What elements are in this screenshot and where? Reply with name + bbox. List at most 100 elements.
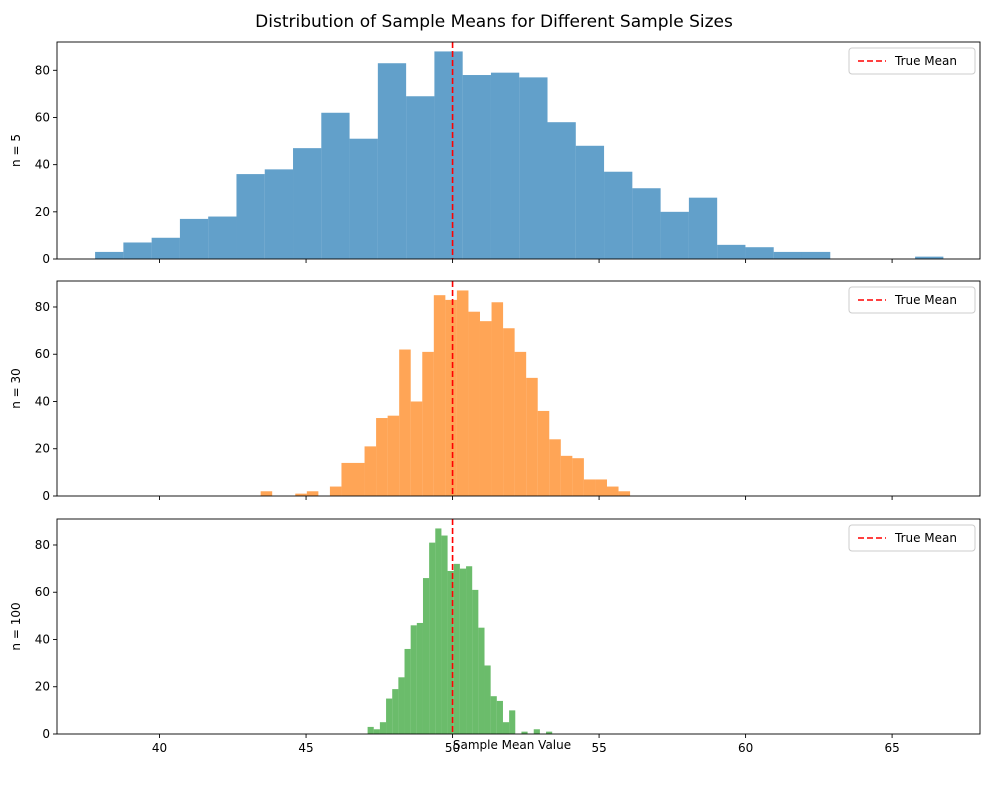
x-tick-label: 65 xyxy=(884,741,899,755)
histogram-bar xyxy=(604,171,633,259)
histogram-bar xyxy=(526,377,538,496)
histogram-bar xyxy=(435,528,442,734)
histogram-bar xyxy=(462,75,491,260)
histogram-bar xyxy=(514,351,527,496)
y-tick-label: 80 xyxy=(35,300,50,314)
histogram-bar xyxy=(575,145,605,259)
histogram-bar xyxy=(377,63,407,260)
histogram-bar xyxy=(502,722,510,734)
histogram-bar xyxy=(376,418,388,496)
histogram-bar xyxy=(445,299,457,496)
legend-box xyxy=(848,47,976,75)
subplot-3: 40 45 50 55 60 65 0 20 40 60 80 n = 100 True Mean xyxy=(9,518,981,755)
histogram-bar xyxy=(453,563,460,734)
histogram-bar xyxy=(329,486,342,496)
axes-frame xyxy=(56,280,981,497)
histogram-bar xyxy=(521,731,528,734)
x-tick-label: 40 xyxy=(152,741,167,755)
histogram-bar xyxy=(547,122,576,259)
histogram-bar xyxy=(915,256,944,259)
subplots: 0 20 40 60 80 n = 5 True Mean 0 20 40 60 80 n = 30 Tr… xyxy=(9,41,981,755)
axes-frame xyxy=(56,518,981,735)
y-axis-label: n = 5 xyxy=(9,134,23,167)
histogram-bar xyxy=(595,479,607,496)
histogram-bar xyxy=(295,493,307,496)
y-tick-label: 0 xyxy=(42,727,50,741)
legend-label: True Mean xyxy=(894,531,957,545)
histogram-bar xyxy=(490,696,497,734)
y-tick-label: 20 xyxy=(35,205,50,219)
histogram-bar xyxy=(422,351,434,496)
histogram-bar xyxy=(410,625,417,734)
histogram-bar xyxy=(151,237,180,259)
histogram-bar xyxy=(459,568,467,734)
x-axis-label: Sample Mean Value xyxy=(453,738,571,752)
histogram-bar xyxy=(480,321,492,496)
histogram-bar xyxy=(236,174,265,259)
y-tick-label: 40 xyxy=(35,158,50,172)
histogram-bar xyxy=(583,479,596,496)
histogram-bar xyxy=(466,566,473,734)
histogram-bar xyxy=(434,51,463,260)
histogram-bar xyxy=(404,648,411,734)
histogram-bar xyxy=(264,169,294,259)
histogram-bar xyxy=(349,138,378,259)
legend-box xyxy=(848,286,976,314)
legend: True Mean xyxy=(848,524,976,552)
histogram-bar xyxy=(392,689,399,734)
histogram-bar xyxy=(398,677,405,734)
histogram-bar xyxy=(373,729,380,734)
histogram-bar xyxy=(456,290,469,496)
histogram-bar xyxy=(422,578,430,734)
histogram-bar xyxy=(364,446,377,496)
subplot-1: 0 20 40 60 80 n = 5 True Mean xyxy=(9,41,981,266)
y-tick-label: 20 xyxy=(35,680,50,694)
x-tick-label: 50 xyxy=(445,741,460,755)
histogram-bar xyxy=(491,302,504,496)
y-axis-label: n = 30 xyxy=(9,368,23,409)
histogram-bar xyxy=(379,722,387,734)
y-tick-label: 20 xyxy=(35,442,50,456)
legend: True Mean xyxy=(848,286,976,314)
histogram-bar xyxy=(441,535,448,734)
histogram-bar xyxy=(632,188,661,259)
histogram-bar xyxy=(560,455,573,496)
y-tick-label: 60 xyxy=(35,585,50,599)
y-tick-label: 40 xyxy=(35,394,50,408)
histogram-bar xyxy=(546,731,553,734)
histogram-bar xyxy=(123,242,152,259)
y-tick-label: 80 xyxy=(35,538,50,552)
histogram-bar xyxy=(95,251,124,259)
histogram-bar xyxy=(549,439,561,496)
histogram-bar xyxy=(478,627,485,734)
x-tick-label: 60 xyxy=(738,741,753,755)
y-tick-label: 40 xyxy=(35,632,50,646)
figure-title: Distribution of Sample Means for Differe… xyxy=(255,12,733,32)
histogram-bar xyxy=(618,491,631,496)
histogram-bar xyxy=(447,570,454,734)
histogram-bar xyxy=(260,491,273,496)
y-axis-label: n = 100 xyxy=(9,602,23,650)
histogram-bar xyxy=(179,218,209,259)
x-tick-label: 45 xyxy=(298,741,313,755)
histogram-bar xyxy=(533,729,540,734)
histogram-bar xyxy=(341,462,353,496)
histogram-bar xyxy=(433,295,446,496)
histogram-bar xyxy=(509,710,516,734)
histogram-bar xyxy=(387,415,400,496)
axes-frame xyxy=(56,41,981,260)
histogram-bar xyxy=(353,462,365,496)
histogram-bar xyxy=(208,216,237,259)
y-tick-label: 0 xyxy=(42,489,50,503)
histogram-bar xyxy=(773,251,802,259)
histogram-bar xyxy=(399,349,411,496)
histogram-bar xyxy=(321,112,350,259)
histogram-bar xyxy=(406,96,435,259)
histogram-bar xyxy=(386,698,393,734)
histogram-bar xyxy=(472,589,479,734)
histogram-bar xyxy=(572,458,584,496)
histogram-bar xyxy=(606,486,619,496)
y-tick-label: 0 xyxy=(42,252,50,266)
histogram-bar xyxy=(306,491,319,496)
